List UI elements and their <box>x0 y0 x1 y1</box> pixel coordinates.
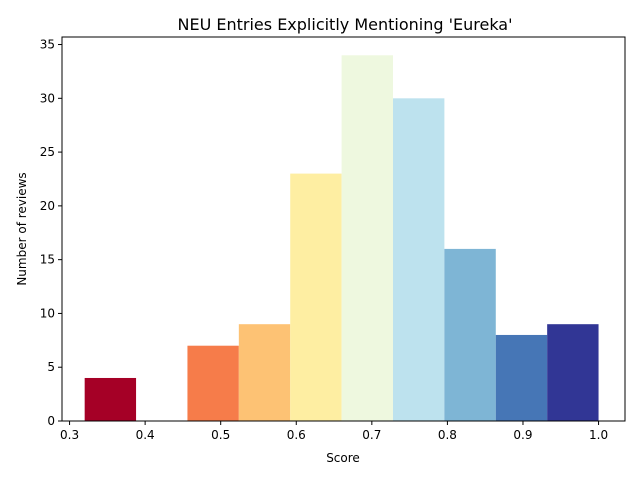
y-tick-label-7: 35 <box>40 38 55 52</box>
bars-group <box>84 55 599 422</box>
chart-title: NEU Entries Explicitly Mentioning 'Eurek… <box>178 15 513 34</box>
histogram-bar-3 <box>238 324 291 421</box>
histogram-bar-9 <box>547 324 599 421</box>
x-tick-label-3: 0.6 <box>287 428 306 442</box>
histogram-bar-4 <box>290 173 342 421</box>
histogram-bar-6 <box>392 98 445 422</box>
x-tick-label-1: 0.4 <box>136 428 155 442</box>
x-tick-label-2: 0.5 <box>211 428 230 442</box>
y-tick-label-0: 0 <box>47 414 55 428</box>
x-tick-label-0: 0.3 <box>60 428 79 442</box>
histogram-bar-2 <box>187 345 239 421</box>
y-tick-label-1: 5 <box>47 360 55 374</box>
plot-frame <box>61 36 626 422</box>
x-axis-ticks: 0.3 0.4 0.5 0.6 0.7 0.8 0.9 1.0 <box>60 421 608 442</box>
histogram-bar-8 <box>495 334 548 421</box>
y-tick-label-4: 20 <box>40 199 55 213</box>
y-axis-ticks: 0 5 10 15 20 25 30 35 <box>40 38 62 428</box>
y-tick-label-2: 10 <box>40 306 55 320</box>
x-tick-label-7: 1.0 <box>589 428 608 442</box>
x-axis-label: Score <box>326 451 360 465</box>
x-tick-label-5: 0.8 <box>438 428 457 442</box>
histogram-bar-0 <box>84 377 137 421</box>
x-tick-label-6: 0.9 <box>513 428 532 442</box>
histogram-bar-7 <box>444 248 496 421</box>
y-axis-label: Number of reviews <box>15 172 29 285</box>
y-tick-label-5: 25 <box>40 145 55 159</box>
histogram-bar-5 <box>341 55 393 422</box>
y-tick-label-3: 15 <box>40 253 55 267</box>
x-tick-label-4: 0.7 <box>362 428 381 442</box>
y-tick-label-6: 30 <box>40 91 55 105</box>
